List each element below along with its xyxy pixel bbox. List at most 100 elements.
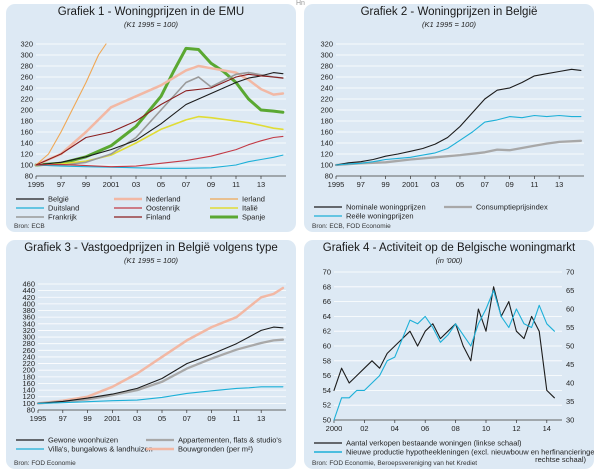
y-tick-label: 460 — [22, 280, 35, 289]
legend-label-nieuwe-productie-hypotheekleningen-excl-nieuwbouw-en-herfinancieringen-rechtse-schaal-cont: rechtse schaal) — [535, 455, 586, 464]
y-tick-label-left: 68 — [323, 282, 331, 291]
y-tick-label: 140 — [20, 139, 33, 148]
y-tick-label: 260 — [320, 73, 333, 82]
y-tick-label: 240 — [320, 84, 333, 93]
y-tick-label: 280 — [320, 62, 333, 71]
x-tick-label: 13 — [555, 180, 563, 189]
y-tick-label: 340 — [22, 319, 35, 328]
x-tick-label: 13 — [257, 414, 265, 423]
x-tick-label: 08 — [451, 424, 459, 433]
legend-label-spanje: Spanje — [242, 213, 265, 222]
y-tick-label-right: 55 — [566, 323, 574, 332]
x-tick-label: 97 — [357, 180, 365, 189]
chart-3-source: Bron: FOD Economie — [14, 460, 76, 467]
series-line-ierland — [35, 43, 107, 166]
y-tick-label-right: 30 — [566, 416, 574, 425]
x-tick-label: 06 — [421, 424, 429, 433]
chart-1-plot: 80 100 120 140 160 180 200 220 240 260 280 300 320 19… — [16, 40, 286, 222]
chart-panel-4: Grafiek 4 - Activiteit op de Belgische w… — [304, 240, 594, 469]
y-tick-label-left: 52 — [323, 401, 331, 410]
y-tick-label: 320 — [22, 326, 35, 335]
y-tick-label: 80 — [25, 172, 33, 181]
series-line-duitsland — [35, 154, 284, 169]
chart-3-subtitle: (K1 1995 = 100) — [124, 256, 178, 265]
y-tick-label: 120 — [20, 150, 33, 159]
y-tick-label-left: 64 — [323, 312, 331, 321]
chart-4-subtitle: (in '000) — [435, 256, 463, 265]
chart-1-title: Grafiek 1 - Woningprijzen in de EMU — [57, 6, 245, 18]
x-tick-label: 1995 — [28, 180, 45, 189]
chart-2-subtitle: (K1 1995 = 100) — [422, 20, 476, 29]
series-line-spanje — [34, 46, 285, 167]
y-tick-label: 420 — [22, 293, 35, 302]
x-tick-label: 99 — [82, 180, 90, 189]
y-tick-label-right: 60 — [566, 305, 574, 314]
y-tick-label: 120 — [22, 392, 35, 401]
y-tick-label: 200 — [22, 366, 35, 375]
chart-2-plot: 80 100 120 140 160 180 200 220 240 260 280 300 320 19… — [314, 40, 584, 221]
legend-label-itali: Italië — [242, 204, 258, 213]
series-line-finland — [35, 73, 284, 166]
y-tick-label: 280 — [20, 62, 33, 71]
x-tick-label: 2001 — [402, 180, 419, 189]
series-line-nominale-woningprijzen — [335, 68, 582, 166]
legend-label-ierland: Ierland — [242, 195, 265, 204]
legend-label-gewone-woonhuizen: Gewone woonhuizen — [48, 436, 118, 445]
y-tick-label: 80 — [325, 172, 333, 181]
legend-label-duitsland: Duitsland — [48, 204, 79, 213]
y-tick-label: 200 — [20, 106, 33, 115]
x-tick-label: 12 — [512, 424, 520, 433]
y-tick-label: 160 — [320, 128, 333, 137]
x-tick-label: 14 — [543, 424, 551, 433]
x-tick-label: 09 — [207, 180, 215, 189]
x-tick-label: 09 — [207, 414, 215, 423]
legend-label-consumptieprijsindex: Consumptieprijsindex — [476, 203, 548, 212]
x-tick-label: 11 — [233, 414, 241, 423]
y-tick-label-left: 66 — [323, 297, 331, 306]
series-line-frankrijk — [35, 71, 284, 167]
legend-label-re-le-woningprijzen: Reële woningprijzen — [346, 212, 414, 221]
x-tick-label: 99 — [381, 180, 389, 189]
y-tick-label: 300 — [22, 333, 35, 342]
legend-label-villa-s-bungalows-landhuizen: Villa's, bungalows & landhuizen — [48, 445, 153, 454]
y-tick-label: 120 — [320, 150, 333, 159]
y-tick-label-right: 70 — [566, 268, 574, 277]
series-line-bouwgronden-per-m — [36, 286, 285, 405]
x-tick-label: 97 — [57, 180, 65, 189]
y-tick-label: 400 — [22, 299, 35, 308]
chart-2-title: Grafiek 2 - Woningprijzen in België — [360, 6, 538, 18]
x-tick-label: 99 — [83, 414, 91, 423]
y-tick-label: 320 — [320, 40, 333, 49]
x-tick-label: 05 — [157, 180, 165, 189]
y-tick-label: 180 — [20, 117, 33, 126]
x-tick-label: 03 — [132, 180, 140, 189]
y-tick-label: 300 — [320, 51, 333, 60]
y-tick-label: 100 — [22, 399, 35, 408]
x-tick-label: 2000 — [326, 424, 343, 433]
y-tick-label: 300 — [20, 51, 33, 60]
y-tick-label: 100 — [320, 161, 333, 170]
x-tick-label: 03 — [431, 180, 439, 189]
x-tick-label: 13 — [257, 180, 265, 189]
y-tick-label: 160 — [22, 379, 35, 388]
legend-label-oostenrijk: Oostenrijk — [146, 204, 180, 213]
y-tick-label-left: 56 — [323, 371, 331, 380]
chart-3-title: Grafiek 3 - Vastgoedprijzen in België vo… — [24, 242, 278, 254]
y-tick-label: 260 — [22, 346, 35, 355]
y-tick-label: 360 — [22, 313, 35, 322]
x-tick-label: 07 — [481, 180, 489, 189]
y-tick-label: 280 — [22, 339, 35, 348]
y-tick-label-right: 50 — [566, 342, 574, 351]
x-tick-label: 2001 — [103, 180, 120, 189]
x-tick-label: 1995 — [328, 180, 345, 189]
y-tick-label: 80 — [27, 406, 35, 415]
x-tick-label: 97 — [59, 414, 67, 423]
chart-4-source: Bron: FOD Economie, Beroepsvereniging va… — [312, 460, 478, 467]
y-tick-label: 200 — [320, 106, 333, 115]
legend-label-finland: Finland — [146, 213, 171, 222]
series-line-nieuwe-productie-hypotheekleningen-excl-nieuwbouw-en-herfinancieringen-rechtse-schaal — [333, 289, 555, 421]
stray-header-text: Hn — [296, 0, 305, 7]
legend-label-nieuwe-productie-hypotheekleningen-excl-nieuwbouw-en-herfinancieringen-rechtse-schaal: Nieuwe productie hypotheekleningen (excl… — [346, 448, 594, 457]
x-tick-label: 05 — [158, 414, 166, 423]
legend-label-frankrijk: Frankrijk — [48, 213, 77, 222]
